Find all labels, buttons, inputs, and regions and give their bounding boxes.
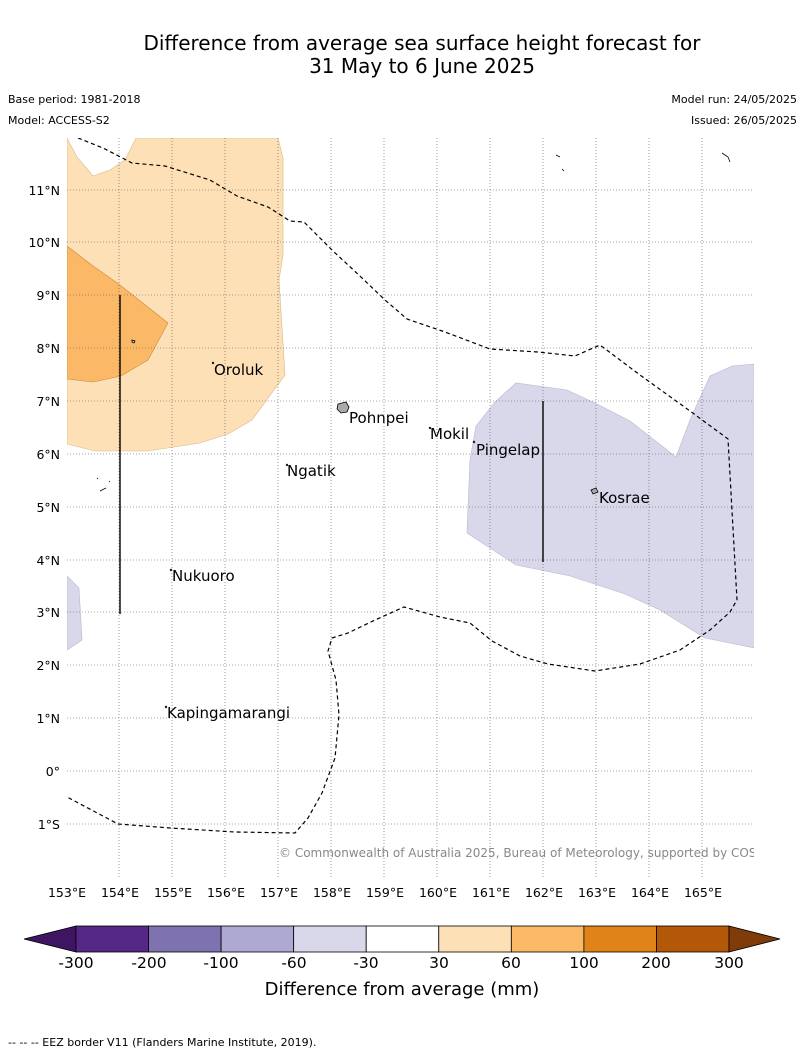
small-atoll-8n [131, 339, 136, 344]
lon-tick: 157°E [260, 885, 298, 900]
map-title: Difference from average sea surface heig… [20, 32, 804, 78]
lon-tick: 155°E [154, 885, 192, 900]
nukuoro-island [169, 568, 173, 572]
mokil-island [428, 426, 432, 430]
lon-tick: 165°E [684, 885, 722, 900]
ngatik-island [285, 463, 289, 467]
lon-tick: 163°E [578, 885, 616, 900]
lat-tick: 6°N [36, 447, 60, 462]
oroluk-island [211, 361, 215, 365]
lat-tick: 2°N [36, 658, 60, 673]
colorbar-segment [438, 925, 512, 953]
lon-tick: 164°E [631, 885, 669, 900]
lon-tick: 160°E [419, 885, 457, 900]
colorbar-segment [656, 925, 730, 953]
colorbar-title: Difference from average (mm) [265, 979, 540, 1000]
lat-tick: 4°N [36, 553, 60, 568]
colorbar-label: -300 [58, 954, 93, 972]
pohnpei-island [336, 401, 350, 414]
colorbar-segment [583, 925, 657, 953]
label-pingelap: Pingelap [476, 441, 540, 459]
atoll-east-1 [555, 154, 565, 172]
eez-border-north [67, 138, 738, 834]
model-text: Model: ACCESS-S2 [8, 114, 110, 127]
label-kapingamarangi: Kapingamarangi [167, 704, 290, 722]
atoll-west [96, 477, 111, 492]
lat-tick: 0° [46, 764, 60, 779]
lat-tick: 1°N [36, 711, 60, 726]
colorbar-label: -60 [281, 954, 306, 972]
label-mokil: Mokil [430, 425, 469, 443]
colorbar-label: 100 [569, 954, 599, 972]
map-area: Oroluk Pohnpei Mokil Pingelap Ngatik Kos… [67, 138, 784, 878]
eez-footnote: -- -- -- EEZ border V11 (Flanders Marine… [8, 1036, 317, 1049]
lat-tick: 5°N [36, 500, 60, 515]
colorbar-label: -30 [353, 954, 378, 972]
label-kosrae: Kosrae [599, 489, 650, 507]
pingelap-island [472, 440, 476, 444]
lat-tick: 7°N [36, 394, 60, 409]
colorbar-labels: -300 -200 -100 -60 -30 30 60 100 200 300 [58, 954, 743, 972]
colorbar-segment [365, 925, 440, 953]
lon-tick-labels: 153°E 154°E 155°E 156°E 157°E 158°E 159°… [48, 885, 722, 900]
colorbar-extend-high [728, 925, 781, 953]
colorbar-label: 300 [714, 954, 744, 972]
colorbar-segment [75, 925, 149, 953]
colorbar-label: 30 [429, 954, 449, 972]
model-run-text: Model run: 24/05/2025 [671, 93, 797, 106]
colorbar-label: 60 [501, 954, 521, 972]
islands [96, 152, 731, 709]
lon-tick: 156°E [207, 885, 245, 900]
label-ngatik: Ngatik [287, 462, 336, 480]
atoll-east-2 [721, 152, 731, 163]
lat-tick-labels: 11°N 10°N 9°N 8°N 7°N 6°N 5°N 4°N 3°N 2°… [28, 183, 60, 832]
colorbar-segment [510, 925, 585, 953]
lon-tick: 162°E [525, 885, 563, 900]
anomaly-region-neg-east [466, 363, 754, 649]
lon-tick: 154°E [101, 885, 139, 900]
lon-tick: 158°E [313, 885, 351, 900]
colorbar-label: 200 [641, 954, 671, 972]
label-pohnpei: Pohnpei [349, 409, 409, 427]
colorbar-label: -100 [203, 954, 238, 972]
colorbar-segment [148, 925, 222, 953]
lon-tick: 153°E [48, 885, 86, 900]
lat-tick: 11°N [28, 183, 60, 198]
lon-tick: 161°E [472, 885, 510, 900]
title-line-1: Difference from average sea surface heig… [143, 31, 701, 55]
lat-tick: 10°N [28, 235, 60, 250]
kapingamarangi-island [164, 705, 168, 709]
lon-tick: 159°E [366, 885, 404, 900]
issued-text: Issued: 26/05/2025 [690, 114, 797, 127]
colorbar-segment [220, 925, 295, 953]
lat-tick: 8°N [36, 341, 60, 356]
kosrae-island [590, 487, 599, 495]
colorbar-extend-low [23, 925, 77, 953]
label-nukuoro: Nukuoro [172, 567, 235, 585]
colorbar-segment [293, 925, 367, 953]
lat-tick: 9°N [36, 288, 60, 303]
anomaly-region-neg-west [67, 575, 83, 651]
colorbar [23, 925, 781, 953]
lat-tick: 3°N [36, 605, 60, 620]
colorbar-label: -200 [131, 954, 166, 972]
base-period-text: Base period: 1981-2018 [8, 93, 141, 106]
label-oroluk: Oroluk [214, 361, 263, 379]
title-line-2: 31 May to 6 June 2025 [309, 54, 535, 78]
copyright-text: © Commonwealth of Australia 2025, Bureau… [279, 846, 784, 860]
lat-tick: 1°S [38, 817, 60, 832]
